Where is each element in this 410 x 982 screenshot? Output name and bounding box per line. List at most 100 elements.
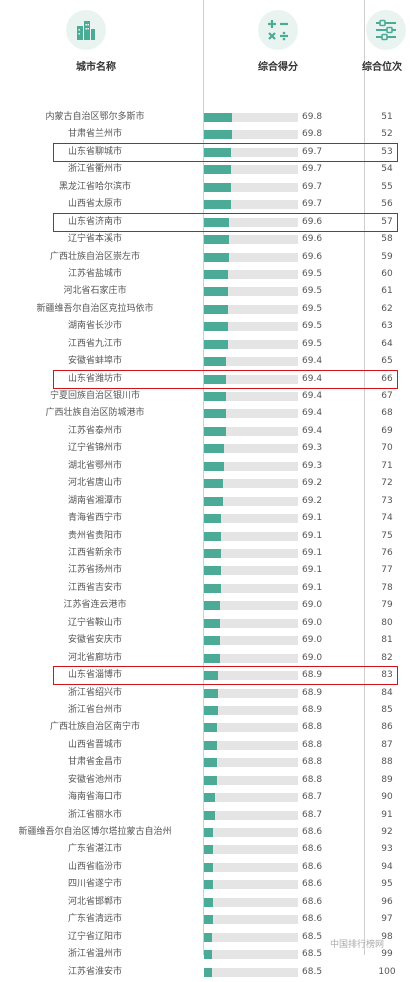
score-value: 69.8 [302, 112, 323, 122]
score-bar-track [204, 426, 298, 436]
city-name: 黑龙江省哈尔滨市 [58, 181, 131, 192]
score-bar-track [204, 479, 298, 489]
city-name: 湖北省鄂州市 [67, 460, 122, 471]
score-value: 69.0 [302, 600, 323, 611]
header-rank: 综合位次 [362, 62, 402, 73]
score-value: 69.7 [302, 181, 323, 192]
city-name: 浙江省台州市 [67, 704, 122, 715]
score-bar-track [204, 357, 298, 367]
rank-value: 62 [381, 303, 393, 314]
city-name: 安徽省池州市 [67, 774, 122, 785]
score-bar-track [204, 653, 298, 663]
city-name: 河北省邯郸市 [67, 896, 122, 907]
score-bar [204, 880, 213, 890]
score-bar [204, 479, 223, 489]
score-bar-track [204, 304, 298, 314]
highlight-box [53, 369, 398, 389]
score-bar [204, 845, 213, 855]
rank-value: 96 [381, 896, 393, 907]
score-bar-track [204, 793, 298, 803]
city-name: 江西省九江市 [67, 338, 122, 349]
table-row: 河北省邯郸市 68.6 96 [0, 893, 410, 912]
table-row: 山东省聊城市 69.7 53 [0, 143, 410, 162]
table-row: 江苏省泰州市 69.4 69 [0, 422, 410, 441]
score-bar [204, 723, 217, 733]
city-name: 四川省遂宁市 [67, 879, 122, 890]
divider-left [203, 0, 204, 955]
table-row: 河北省廊坊市 69.0 82 [0, 649, 410, 668]
score-value: 69.5 [302, 338, 323, 349]
city-name: 浙江省丽水市 [67, 809, 122, 820]
score-bar [204, 531, 221, 541]
header-score: 综合得分 [258, 62, 298, 73]
score-value: 69.1 [302, 548, 323, 558]
city-name: 辽宁省锦州市 [67, 443, 122, 454]
score-bar [204, 409, 226, 419]
rank-value: 67 [381, 391, 393, 402]
score-value: 69.1 [302, 530, 323, 541]
score-value: 69.8 [302, 129, 323, 140]
score-bar [204, 549, 221, 558]
score-value: 68.6 [302, 896, 323, 907]
rank-value: 87 [381, 739, 393, 750]
rank-value: 66 [381, 373, 393, 384]
score-bar [204, 130, 232, 140]
score-value: 69.3 [302, 443, 323, 454]
score-bar [204, 775, 217, 785]
rank-value: 52 [381, 129, 393, 140]
table-row: 新疆维吾尔自治区博尔塔拉蒙古自治州 68.6 92 [0, 823, 410, 842]
score-bar [204, 514, 221, 524]
table-row: 辽宁省本溪市 69.6 58 [0, 230, 410, 249]
score-value: 68.9 [302, 687, 323, 698]
score-bar-track [204, 235, 298, 245]
rank-icon-badge [366, 10, 406, 50]
header-city: 城市名称 [76, 62, 116, 73]
city-name: 广西壮族自治区南宁市 [49, 722, 140, 733]
city-name: 辽宁省鞍山市 [67, 617, 122, 628]
score-bar-track [204, 130, 298, 140]
score-bar [204, 287, 228, 297]
score-bar [204, 269, 228, 279]
score-bar-track [204, 287, 298, 297]
score-value: 68.6 [302, 844, 323, 855]
rank-value: 69 [381, 425, 393, 436]
rank-value: 64 [381, 338, 393, 349]
score-bar [204, 932, 212, 942]
score-bar [204, 374, 226, 384]
table-row: 江西省新余市 69.1 76 [0, 544, 410, 563]
score-value: 69.4 [302, 356, 323, 367]
table-row: 山东省济南市 69.6 57 [0, 213, 410, 232]
score-bar [204, 182, 231, 192]
score-value: 69.7 [302, 199, 323, 210]
city-name: 山东省济南市 [67, 216, 122, 227]
score-bar [204, 461, 224, 471]
score-bar-track [204, 880, 298, 890]
highlight-box [53, 666, 398, 686]
score-bar [204, 252, 229, 262]
rank-value: 78 [381, 582, 393, 593]
city-name: 浙江省衢州市 [67, 164, 122, 175]
table-row: 江苏省淮安市 68.5 100 [0, 963, 410, 982]
rank-value: 68 [381, 408, 393, 419]
score-bar-track [204, 897, 298, 907]
city-name: 河北省唐山市 [67, 478, 122, 489]
city-name: 江西省吉安市 [67, 582, 122, 593]
table-row: 广东省清远市 68.6 97 [0, 910, 410, 929]
city-name: 宁夏回族自治区银川市 [49, 391, 140, 402]
score-bar [204, 967, 212, 977]
score-bar [204, 688, 218, 698]
calculator-icon [268, 20, 288, 41]
score-bar-track [204, 147, 298, 157]
rank-value: 74 [381, 513, 393, 524]
score-bar [204, 496, 223, 506]
rank-value: 59 [381, 251, 393, 262]
score-bar-track [204, 269, 298, 279]
score-value: 69.4 [302, 391, 323, 402]
city-name: 广西壮族自治区崇左市 [49, 251, 140, 262]
city-name: 贵州省贵阳市 [67, 530, 122, 541]
score-bar [204, 147, 231, 157]
score-bar-track [204, 392, 298, 402]
rank-value: 100 [378, 966, 396, 977]
score-value: 69.1 [302, 513, 323, 524]
score-bar-track [204, 252, 298, 262]
